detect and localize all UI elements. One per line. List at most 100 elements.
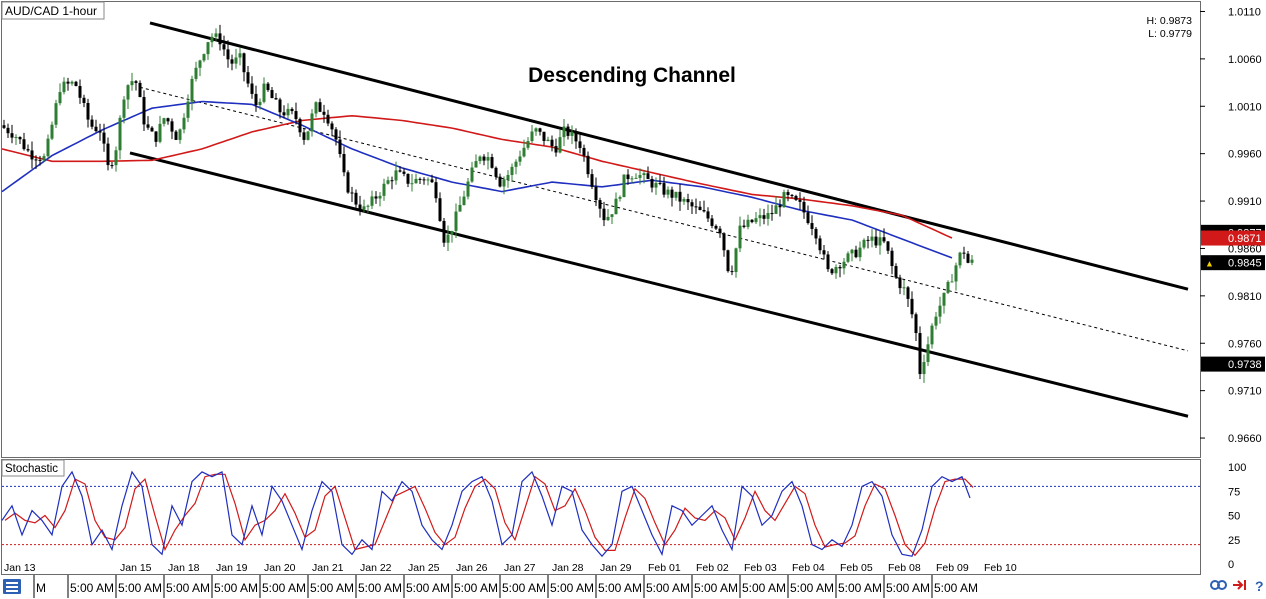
ma-fast-line [1,100,953,259]
candle-body [962,252,966,254]
candle-body [446,234,450,243]
candle-body [498,176,502,187]
price-tick-label: 1.0060 [1228,54,1262,66]
candle-body [854,249,858,258]
candle-body [422,179,426,181]
time-label: 5:00 AM [646,581,690,595]
candle-body [762,215,766,219]
candle-body [202,54,206,61]
link-icon[interactable] [1210,580,1227,590]
candle-body [86,102,90,120]
candle-body [746,219,750,227]
candle-body [782,192,786,208]
candle-body [814,228,818,239]
price-badge [1201,356,1265,372]
candle-body [190,78,194,102]
stoch-axis: 100 75 50 25 0 [1228,462,1246,571]
price-tick-label: 0.9960 [1228,149,1262,161]
candle-body [710,218,714,226]
candle-body [458,205,462,212]
candle-body [234,57,238,64]
candle-body [770,213,774,215]
candle-body [450,230,454,235]
candle-body [830,269,834,274]
candle-body [90,119,94,127]
candle-body [766,213,770,219]
candle-body [582,147,586,156]
candle-body [98,131,102,133]
candle-body [546,139,550,141]
candle-body [534,128,538,132]
arrow-icon[interactable] [1233,580,1246,590]
candle-body [870,236,874,241]
candle-body [410,183,414,185]
stoch-label: Stochastic [5,463,58,475]
candle-body [810,223,814,229]
candle-body [954,265,958,282]
candle-body [302,132,306,140]
candle-body [106,143,110,166]
candle-body [758,215,762,219]
candle-body [14,136,18,138]
candle-body [602,208,606,221]
candle-body [774,205,778,214]
candle-body [566,126,570,136]
candle-body [678,191,682,202]
candle-body [82,97,86,103]
candle-body [822,250,826,255]
candle-body [386,180,390,184]
time-axis: Jan 13 Jan 15 Jan 18 Jan 19 Jan 20 Jan 21 Jan … [4,562,1017,598]
time-label: 5:00 AM [118,581,162,595]
candlesticks [2,24,974,383]
candle-body [26,149,30,151]
candle-body [542,131,546,141]
candle-body [6,127,10,134]
time-label: 5:00 AM [454,581,498,595]
date-label: Feb 10 [984,562,1017,574]
candle-body [454,211,458,231]
candle-body [882,237,886,242]
candle-body [394,170,398,181]
candle-body [2,125,6,128]
candle-body [314,102,318,114]
candle-body [382,183,386,196]
candle-body [34,159,38,161]
candle-body [910,298,914,315]
help-icon[interactable]: ? [1255,578,1264,594]
candle-body [42,156,46,161]
candle-body [114,150,118,166]
candle-body [134,81,138,83]
candle-body [590,174,594,187]
candle-body [398,170,402,172]
candle-body [718,228,722,234]
candle-body [786,192,790,195]
candle-body [30,150,34,160]
candle-body [970,259,974,263]
candle-body [214,33,218,37]
time-label: M [36,581,46,595]
candle-body [578,141,582,148]
candle-body [834,266,838,274]
candle-body [370,196,374,206]
menu-icon[interactable] [3,579,21,594]
stoch-tick-label: 50 [1228,511,1240,523]
candle-body [78,85,82,98]
candle-body [406,173,410,184]
candle-body [414,178,418,184]
candle-body [750,219,754,223]
candle-body [614,198,618,215]
candle-body [650,178,654,188]
time-label: 5:00 AM [694,581,738,595]
high-readout: H: 0.9873 [1146,15,1192,27]
date-label: Jan 22 [360,562,392,574]
candle-body [794,195,798,200]
candle-body [902,287,906,289]
date-label: Feb 01 [648,562,681,574]
candle-body [702,209,706,212]
price-tick-label: 0.9710 [1228,386,1262,398]
candle-body [442,220,446,243]
candle-body [270,90,274,99]
date-label: Feb 04 [792,562,825,574]
price-badge-label: 0.9738 [1228,359,1262,371]
